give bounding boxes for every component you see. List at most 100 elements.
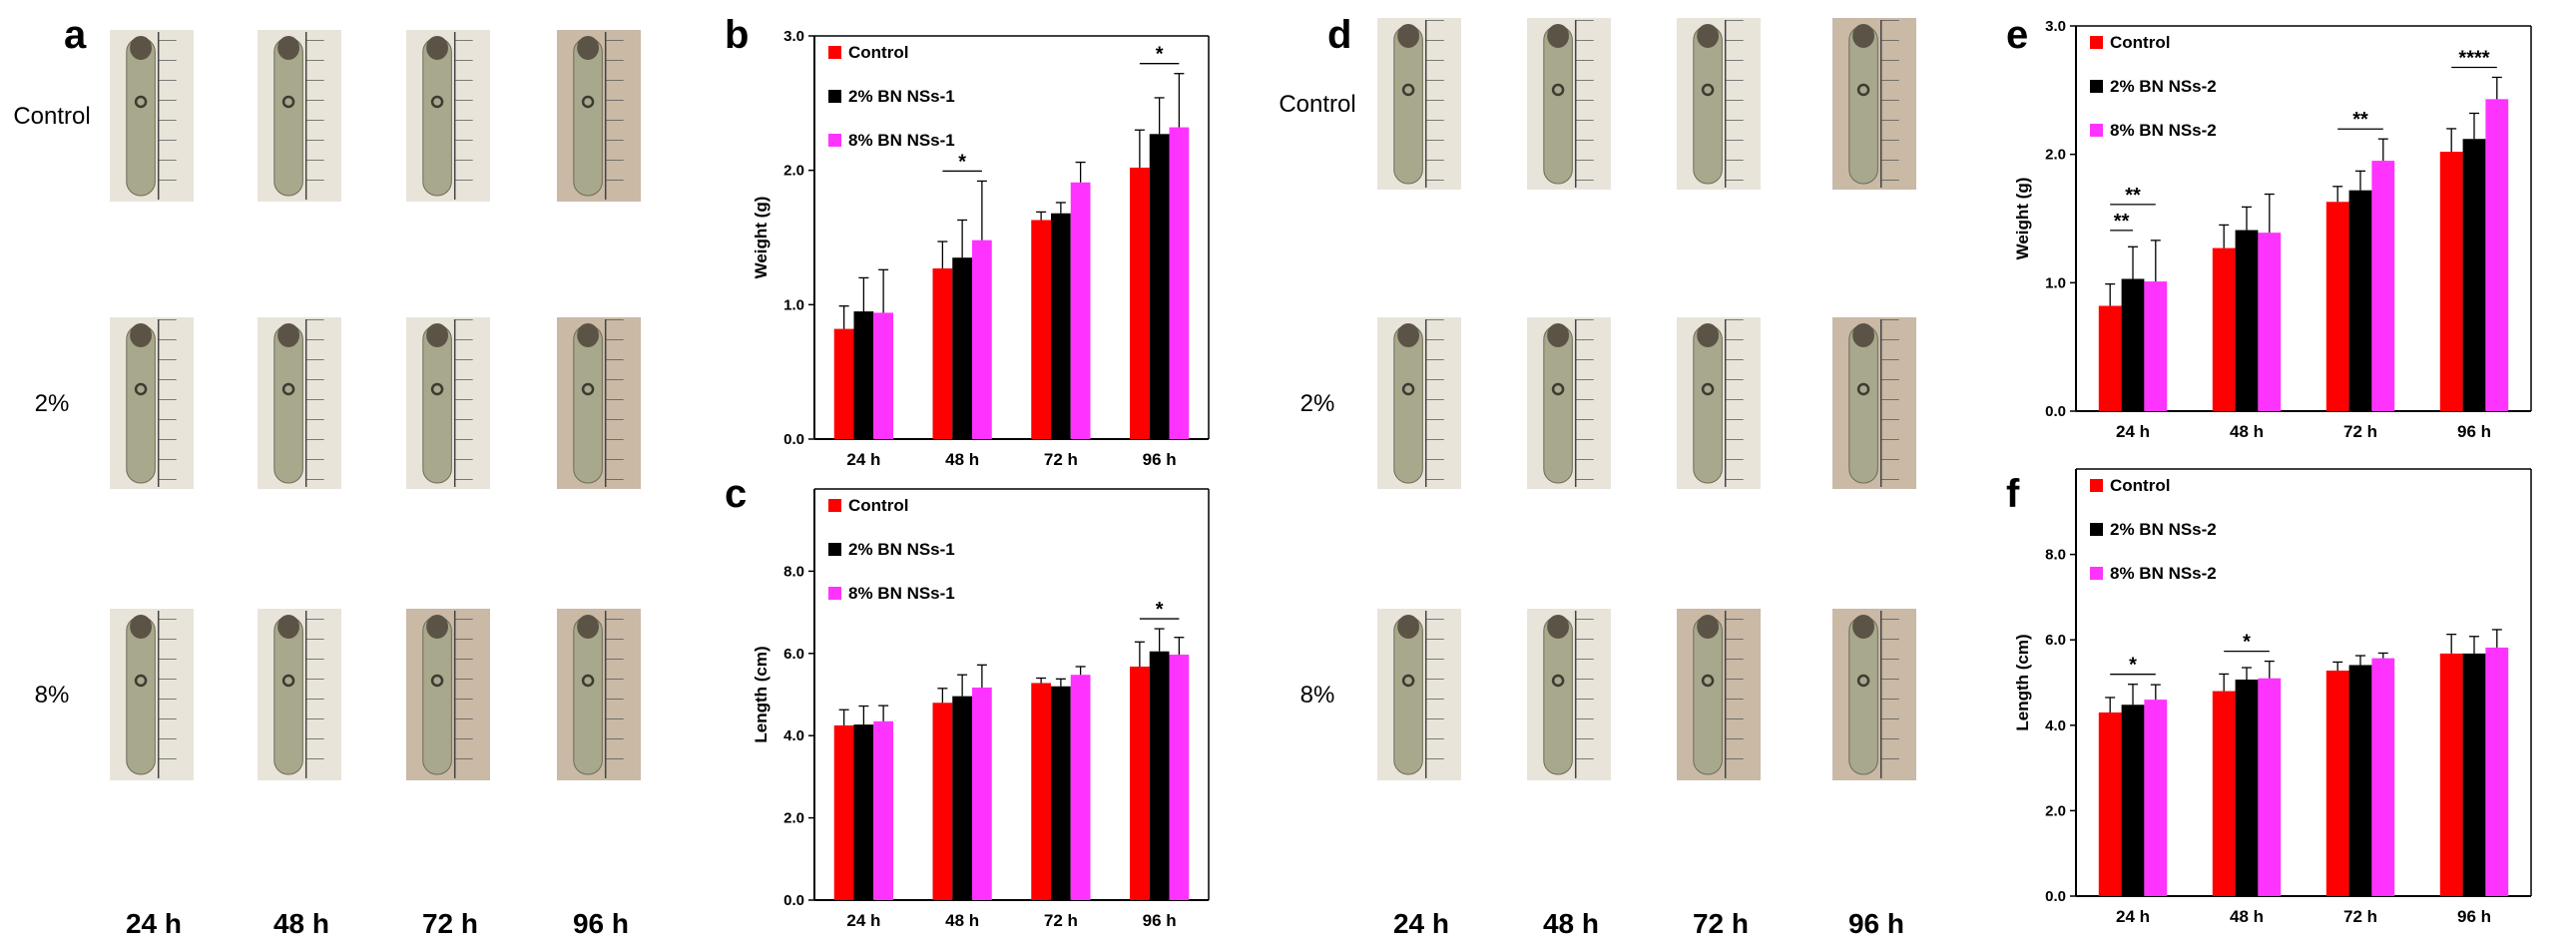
legend-label: 8% BN NSs-2 [2110,564,2217,583]
chart-e-weight: e 0.0 1.0 2.0 3.0 Weight (g) 24 h 48 h 72 h 96 h… [2006,13,2532,441]
larva-body [1848,25,1878,185]
ruler-scale [1725,611,1744,778]
larva-body [1393,25,1423,185]
larva-body [422,616,452,775]
y-tick-label: 1.0 [783,296,804,313]
larva-body [422,324,452,484]
y-tick-label: 1.0 [2045,274,2066,291]
ruler-scale [605,32,624,200]
larva-eyespot [134,95,148,109]
ruler-scale [305,32,324,200]
bar [1169,127,1190,439]
larva-photo [557,317,641,489]
legend-label: Control [2110,33,2170,52]
bar [2371,161,2395,411]
x-tick-label: 72 h [1044,911,1078,930]
x-tick-label: 48 h [945,911,979,930]
column-label-3: 72 h [422,908,478,939]
legend-swatch [828,90,841,103]
larva-head [577,36,600,60]
larva-head [130,615,152,639]
larva-eyespot [1701,83,1715,97]
larva-head [1547,615,1569,639]
bar [952,696,972,900]
x-tick-label: 24 h [2116,422,2150,441]
larva-photo [406,30,490,202]
bar [2325,202,2349,411]
significance-label: * [2129,655,2137,677]
ruler-scale [1575,319,1594,487]
y-tick-label: 2.0 [2045,147,2066,164]
bar [2258,233,2282,411]
bar [873,720,893,900]
larva-photo [1677,609,1761,780]
ruler-scale [158,32,177,200]
larva-photo [110,609,194,780]
larva-photo [110,30,194,202]
larva-photo [406,609,490,780]
row-label-3: 8% [1300,682,1335,709]
larva-head [426,36,448,60]
larva-body [273,324,303,484]
larva-body [422,37,452,197]
legend-swatch [2090,479,2103,492]
x-tick-label: 72 h [1044,450,1078,469]
larva-head [277,36,299,60]
ruler-scale [605,319,624,487]
larva-head [277,615,299,639]
larva-body [573,324,603,484]
bar [873,312,893,439]
larva-photo [1527,317,1611,489]
legend-swatch [828,543,841,556]
column-label-4: 96 h [1848,908,1904,939]
larva-eyespot [1401,382,1415,396]
legend-swatch [828,587,841,600]
larva-body [1693,324,1723,484]
larva-photo [1832,317,1916,489]
larva-body [1848,324,1878,484]
larva-photo [1832,18,1916,190]
bar [2098,305,2122,411]
bar [972,239,992,439]
legend-label: Control [2110,476,2170,495]
larva-photo [557,30,641,202]
chart-f-length: f 0.0 2.0 4.0 6.0 8.0 Length (cm) 24 h 48 h 72 h… [2006,468,2532,926]
larva-eyespot [430,382,444,396]
x-tick-label: 96 h [1143,911,1177,930]
larva-head [1852,323,1874,347]
larva-photo [1377,317,1461,489]
legend-label: 8% BN NSs-1 [848,584,955,603]
bar [853,311,874,439]
bar [2485,647,2509,896]
ruler-scale [1725,20,1744,188]
larva-body [273,37,303,197]
larva-head [130,36,152,60]
bar [2212,247,2236,411]
bar [1130,167,1150,439]
larva-photo [1677,317,1761,489]
significance-label: * [1156,599,1164,621]
bar [1149,134,1170,439]
legend-label: 2% BN NSs-2 [2110,77,2217,96]
larva-body [126,616,156,775]
larva-body [1393,324,1423,484]
x-tick-label: 96 h [1143,450,1177,469]
y-tick-label: 8.0 [2045,547,2066,564]
bar [833,724,854,900]
column-label-1: 24 h [126,908,182,939]
bar [2325,671,2349,896]
panel-letter-d: d [1327,13,1351,57]
larva-photo [1832,609,1916,780]
larva-photo [258,609,341,780]
bar [1031,220,1051,439]
larva-head [426,323,448,347]
larva-eyespot [1401,83,1415,97]
x-tick-label: 48 h [2230,422,2264,441]
bar [1051,213,1071,439]
bar [2348,190,2372,411]
larva-head [1697,323,1719,347]
ruler-scale [454,32,473,200]
y-tick-label: 6.0 [2045,632,2066,649]
y-tick-label: 0.0 [783,431,804,448]
row-label-1: Control [13,103,90,130]
